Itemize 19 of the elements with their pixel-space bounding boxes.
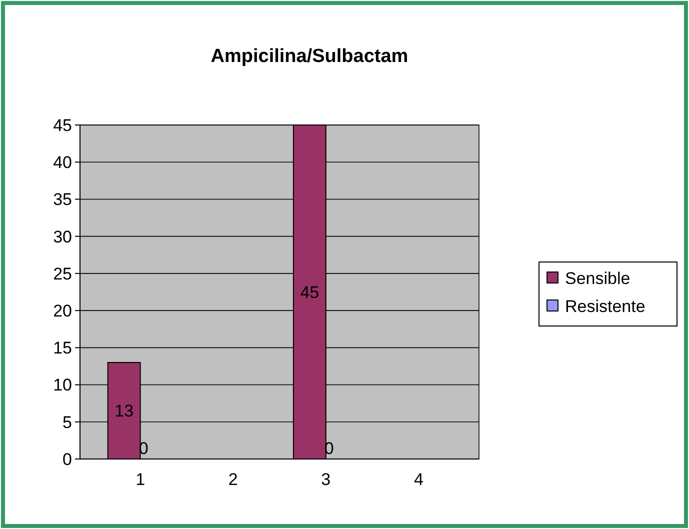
y-tick-label: 25: [53, 264, 72, 284]
chart-title: Ampicilina/Sulbactam: [210, 46, 408, 67]
x-tick-label: 3: [321, 470, 331, 489]
y-tick-label: 30: [53, 227, 72, 246]
x-tick-label: 4: [414, 470, 424, 489]
y-tick-label: 5: [62, 412, 72, 432]
data-label: 45: [300, 282, 320, 302]
y-tick-label: 0: [62, 450, 72, 469]
data-label: 13: [114, 402, 134, 421]
y-tick-label: 10: [53, 376, 72, 395]
x-tick-label: 2: [228, 470, 238, 489]
y-tick-label: 15: [53, 338, 72, 358]
y-tick-label: 35: [53, 190, 72, 210]
legend-label: Resistente: [565, 296, 646, 316]
x-tick-label: 1: [136, 470, 146, 489]
y-tick-label: 40: [53, 153, 72, 172]
y-tick-label: 45: [53, 116, 72, 135]
legend-label: Sensible: [565, 268, 630, 288]
y-tick-label: 20: [53, 302, 72, 321]
